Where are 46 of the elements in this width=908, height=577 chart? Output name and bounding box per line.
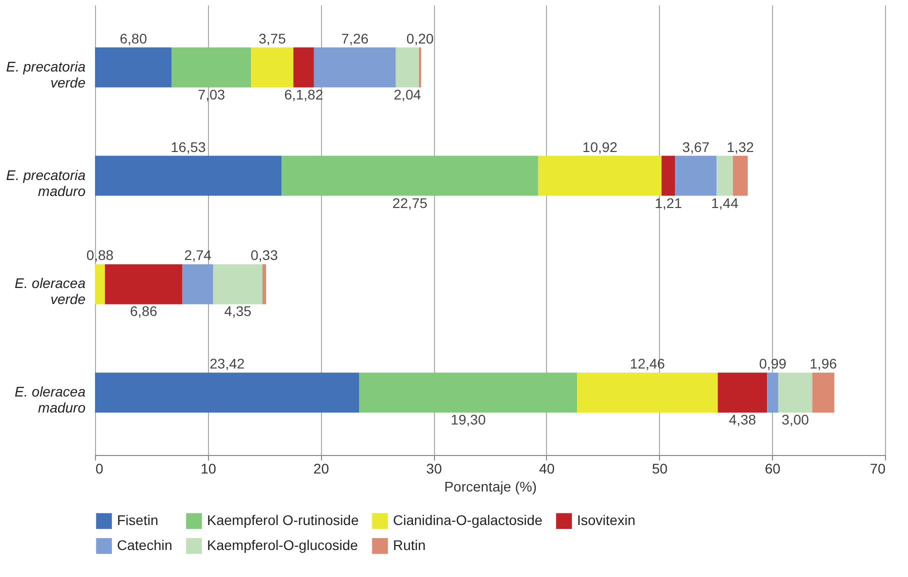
data-label: 2,04	[394, 86, 422, 102]
data-label: 1,44	[711, 194, 739, 211]
x-axis-title: Porcentaje (%)	[444, 478, 537, 494]
data-label: 7,03	[198, 86, 226, 102]
data-label: 6,86	[130, 303, 158, 320]
data-label: 16,53	[170, 138, 206, 155]
data-label: 2,74	[184, 247, 212, 264]
data-label: 10,92	[582, 138, 618, 155]
data-label: 3,75	[258, 30, 286, 46]
x-tick-label: 20	[313, 460, 330, 476]
data-label: 7,26	[341, 30, 369, 46]
y-tick-label: E. precatoria maduro	[6, 166, 86, 199]
data-label: 0,99	[759, 356, 787, 372]
data-label: 1,21	[654, 194, 682, 211]
data-label: 4,38	[728, 412, 756, 428]
legend-label: Kaempferol-O-glucoside	[207, 537, 358, 553]
legend-label: Fisetin	[117, 512, 158, 528]
data-label: 4,35	[224, 303, 252, 320]
y-tick-label: E. oleracea verde	[14, 275, 86, 308]
x-tick-label: 70	[870, 460, 886, 476]
legend-label: Kaempferol O-rutinoside	[207, 512, 359, 528]
x-tick-label: 40	[539, 460, 555, 476]
x-tick-label: 0	[96, 460, 104, 476]
x-tick-label: 30	[426, 460, 442, 476]
data-label: 23,42	[210, 356, 245, 372]
y-tick-label: E. oleracea maduro	[14, 384, 86, 416]
legend-label: Cianidina-O-galactoside	[393, 512, 543, 528]
x-tick-label: 60	[764, 460, 781, 476]
legend-label: Isovitexin	[577, 512, 636, 528]
legend-label: Rutin	[393, 537, 426, 553]
data-label: 19,30	[450, 412, 486, 428]
data-label: 3,00	[782, 412, 810, 428]
legend-label: Catechin	[117, 537, 172, 553]
data-label: 1,32	[726, 138, 754, 155]
data-label: 12,46	[630, 356, 666, 372]
y-tick-label: E. precatoria verde	[6, 58, 86, 90]
data-label: 0,33	[250, 247, 278, 264]
data-label: 6,80	[120, 30, 148, 46]
data-label: 0,88	[86, 247, 114, 264]
data-label: 3,67	[682, 138, 710, 155]
x-tick-label: 10	[200, 460, 216, 476]
data-label: 22,75	[392, 194, 428, 211]
data-label: 1,96	[810, 356, 838, 372]
data-label: 0,20	[406, 30, 434, 46]
data-label: 6,1,82	[284, 86, 324, 102]
x-tick-label: 50	[652, 460, 668, 476]
